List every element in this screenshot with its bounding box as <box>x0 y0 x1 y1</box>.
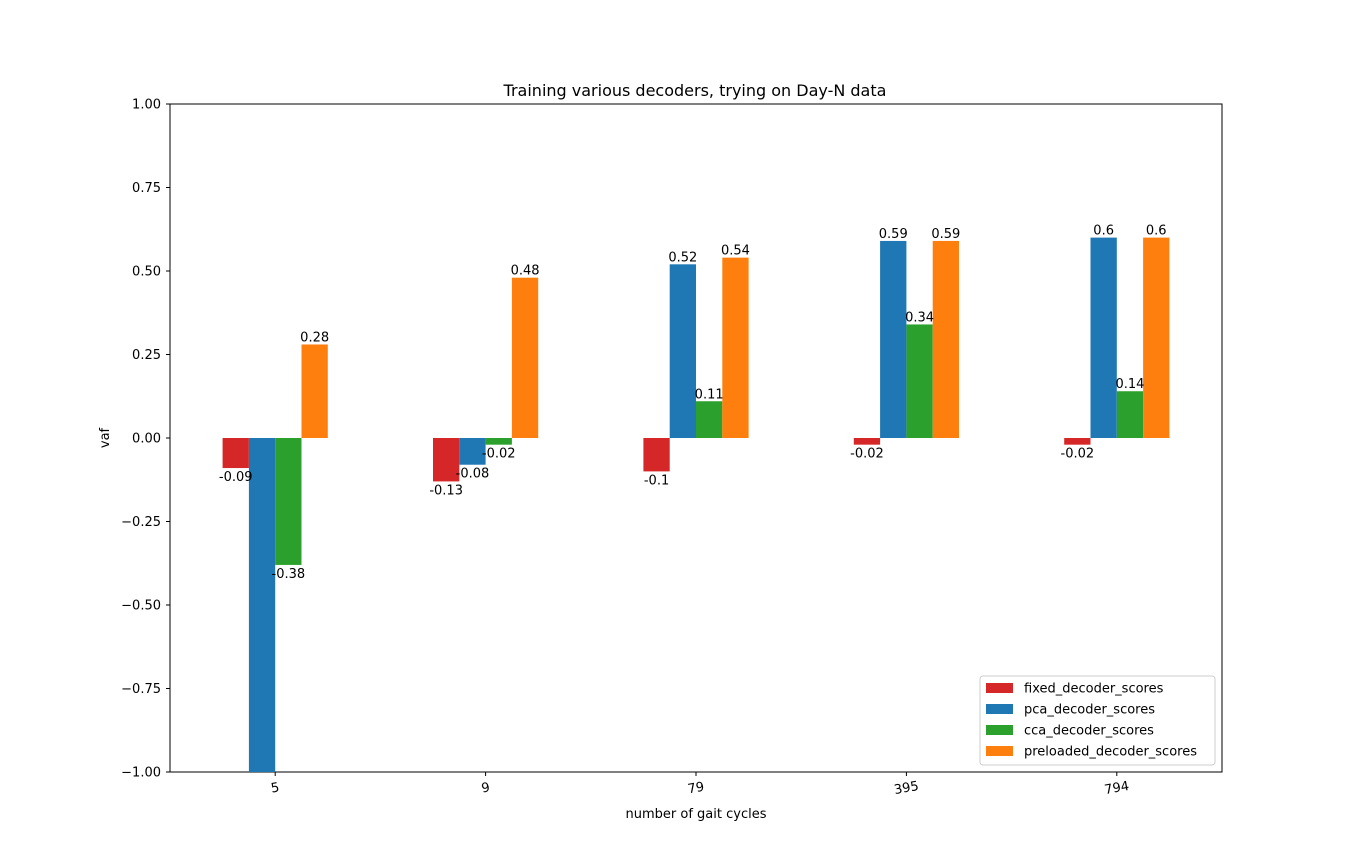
legend: fixed_decoder_scores pca_decoder_scorescc… <box>979 675 1216 766</box>
data-label: 0.34 <box>905 310 934 325</box>
bar-preloaded_decoder_scores-79 <box>722 257 749 438</box>
y-tick-label: −0.50 <box>121 599 161 614</box>
legend-swatch <box>986 704 1013 714</box>
y-tick-label: 1.00 <box>132 98 161 113</box>
data-label: 0.28 <box>300 330 329 345</box>
bar-fixed_decoder_scores-79 <box>643 438 670 472</box>
bar-cca_decoder_scores-794 <box>1116 391 1144 438</box>
y-tick-label: 0.75 <box>132 181 161 196</box>
bar-cca_decoder_scores-5 <box>275 438 302 565</box>
bar-fixed_decoder_scores-794 <box>1064 438 1091 445</box>
bar-pca_decoder_scores-794 <box>1090 237 1117 438</box>
data-label: 0.59 <box>879 227 908 242</box>
bar-pca_decoder_scores-9 <box>459 438 486 465</box>
bar-pca_decoder_scores-395 <box>880 240 907 438</box>
x-tick-label: 9 <box>480 780 491 796</box>
bar-cca_decoder_scores-79 <box>696 401 723 438</box>
data-label: -0.08 <box>456 467 490 482</box>
bar-pca_decoder_scores-5 <box>248 438 276 772</box>
bar-preloaded_decoder_scores-794 <box>1143 237 1170 438</box>
legend-label: fixed_decoder_scores <box>1024 682 1164 697</box>
bar-cca_decoder_scores-395 <box>906 324 933 438</box>
data-label: -0.02 <box>482 447 516 462</box>
data-label: 0.11 <box>695 387 724 402</box>
bars-layer <box>222 237 1170 772</box>
x-tick-label: 395 <box>893 779 920 798</box>
legend-swatch <box>986 746 1013 756</box>
data-label: 0.14 <box>1115 377 1144 392</box>
y-tick-label: −0.25 <box>121 515 161 530</box>
legend-swatch <box>986 683 1013 693</box>
bar-preloaded_decoder_scores-9 <box>511 277 539 438</box>
data-label: 0.6 <box>1146 224 1167 239</box>
data-label: 0.48 <box>511 264 540 279</box>
data-label: 0.52 <box>668 250 697 265</box>
x-axis-label: number of gait cycles <box>626 807 767 822</box>
x-tick-label: 79 <box>687 780 706 798</box>
x-tick-label: 5 <box>270 780 281 796</box>
data-label: 0.54 <box>721 244 750 259</box>
data-label: -0.38 <box>272 567 306 582</box>
x-tick-label: 794 <box>1103 779 1130 798</box>
legend-box <box>979 675 1216 766</box>
legend-label: preloaded_decoder_scores <box>1024 745 1197 760</box>
legend-swatch <box>986 725 1013 735</box>
y-axis-label: vaf <box>98 427 113 448</box>
bar-cca_decoder_scores-9 <box>485 438 512 445</box>
y-tick-label: −1.00 <box>121 766 161 781</box>
bar-preloaded_decoder_scores-395 <box>932 240 959 438</box>
data-labels-layer: -0.09 -0.38 0.28 -0.13-0.08 -0.02 0.48 -0.1 0.5… <box>219 224 1167 582</box>
y-axis: −1.00 −0.75 −0.50 −0.25 0.00 0.25 0.50 0.75 1.00 <box>121 98 170 781</box>
data-label: 0.6 <box>1093 224 1114 239</box>
bar-pca_decoder_scores-79 <box>669 264 696 438</box>
legend-label: cca_decoder_scores <box>1024 724 1154 739</box>
data-label: -0.09 <box>219 470 253 485</box>
y-tick-label: 0.00 <box>132 432 161 447</box>
bar-fixed_decoder_scores-395 <box>853 438 881 445</box>
chart-title: Training various decoders, trying on Day… <box>503 81 887 100</box>
bar-preloaded_decoder_scores-5 <box>301 344 328 438</box>
x-axis: 5 9 79 395 794 <box>270 772 1130 798</box>
bar-fixed_decoder_scores-9 <box>433 438 460 482</box>
data-label: -0.13 <box>429 483 463 498</box>
y-tick-label: −0.75 <box>121 682 161 697</box>
y-tick-label: 0.25 <box>132 348 161 363</box>
data-label: -0.02 <box>1061 447 1095 462</box>
data-label: -0.02 <box>850 447 884 462</box>
bar-fixed_decoder_scores-5 <box>222 438 249 469</box>
data-label: 0.59 <box>931 227 960 242</box>
data-label: -0.1 <box>644 473 669 488</box>
legend-label: pca_decoder_scores <box>1024 703 1155 718</box>
y-tick-label: 0.50 <box>132 265 161 280</box>
